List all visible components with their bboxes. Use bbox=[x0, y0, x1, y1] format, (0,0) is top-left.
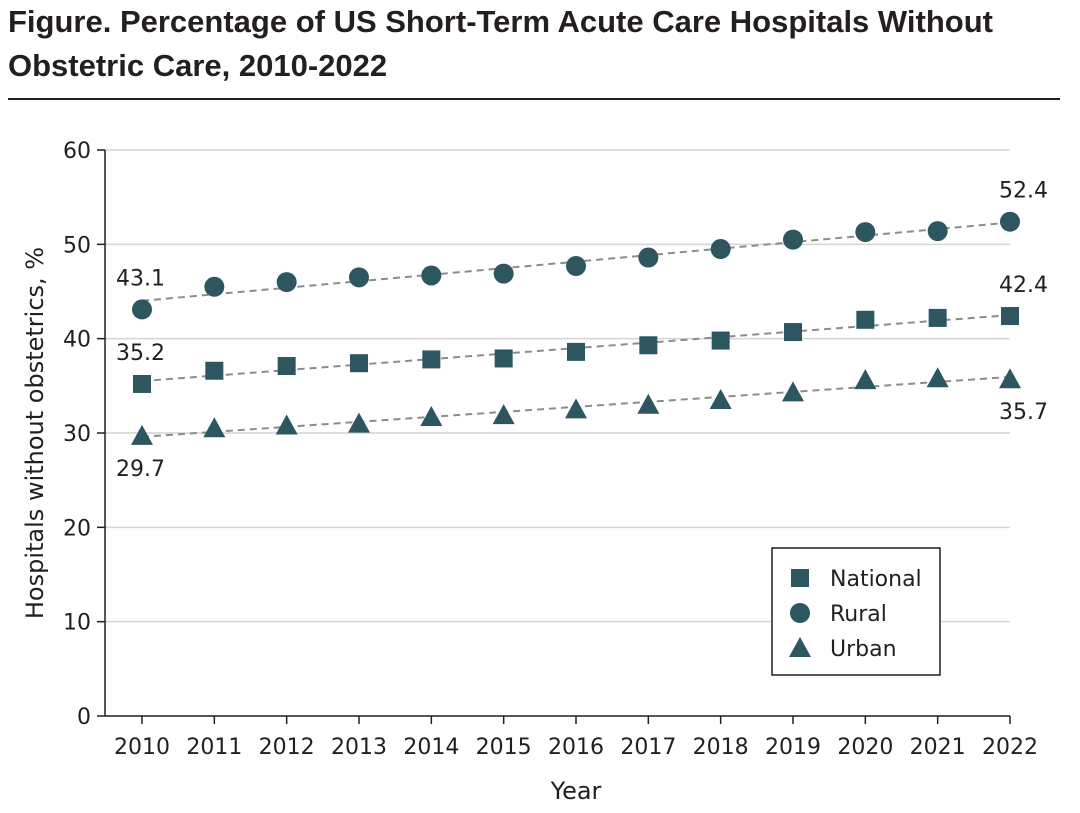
marker-national bbox=[350, 354, 368, 373]
x-tick-label: 2019 bbox=[765, 735, 821, 760]
marker-national bbox=[277, 357, 296, 376]
marker-rural bbox=[566, 256, 586, 277]
marker-rural bbox=[349, 267, 369, 288]
marker-rural bbox=[855, 222, 876, 243]
marker-rural bbox=[1000, 211, 1020, 232]
y-tick-label: 0 bbox=[77, 705, 91, 730]
marker-national bbox=[856, 310, 875, 329]
marker-national bbox=[205, 361, 224, 380]
x-tick-label: 2013 bbox=[331, 735, 387, 760]
y-axis-title: Hospitals without obstetrics, % bbox=[21, 247, 49, 619]
marker-rural bbox=[493, 263, 514, 284]
marker-national bbox=[567, 342, 585, 361]
data-label-rural: 52.4 bbox=[999, 179, 1048, 204]
x-tick-label: 2014 bbox=[403, 735, 459, 760]
y-tick-label: 30 bbox=[63, 422, 91, 447]
marker-urban bbox=[854, 369, 877, 390]
marker-rural bbox=[783, 229, 803, 250]
data-label-urban: 29.7 bbox=[116, 457, 165, 482]
marker-national bbox=[711, 331, 730, 350]
x-tick-label: 2010 bbox=[114, 735, 170, 760]
marker-urban bbox=[565, 398, 587, 419]
marker-urban bbox=[420, 405, 443, 426]
marker-urban bbox=[348, 412, 370, 433]
marker-urban bbox=[782, 381, 804, 402]
x-tick-label: 2016 bbox=[548, 735, 604, 760]
x-tick-label: 2017 bbox=[620, 735, 676, 760]
marker-national bbox=[133, 374, 151, 393]
data-label-rural: 43.1 bbox=[116, 266, 165, 291]
marker-rural bbox=[204, 276, 225, 297]
legend-marker-national bbox=[791, 569, 809, 587]
figure-title: Figure. Percentage of US Short-Term Acut… bbox=[8, 4, 993, 83]
marker-urban bbox=[492, 404, 515, 425]
x-tick-label: 2011 bbox=[186, 735, 242, 760]
legend-label-rural: Rural bbox=[830, 602, 887, 627]
x-tick-label: 2015 bbox=[476, 735, 532, 760]
marker-urban bbox=[275, 414, 298, 435]
marker-national bbox=[639, 336, 658, 355]
marker-urban bbox=[709, 388, 732, 409]
y-tick-label: 60 bbox=[63, 139, 91, 164]
marker-national bbox=[494, 349, 513, 368]
marker-urban bbox=[203, 417, 226, 438]
marker-rural bbox=[421, 265, 442, 286]
legend-label-national: National bbox=[830, 567, 922, 592]
marker-rural bbox=[132, 299, 152, 320]
data-label-urban: 35.7 bbox=[999, 400, 1048, 425]
marker-national bbox=[1001, 307, 1019, 326]
title-rule bbox=[8, 98, 1060, 100]
marker-rural bbox=[710, 239, 731, 260]
x-tick-label: 2021 bbox=[910, 735, 966, 760]
y-tick-label: 40 bbox=[63, 328, 91, 353]
legend-marker-rural bbox=[790, 603, 810, 623]
y-tick-label: 10 bbox=[63, 611, 91, 636]
x-tick-label: 2020 bbox=[837, 735, 893, 760]
axes: 0 10 20 30 40 50 60 2010 2011 2012 2013 2014 2015 201… bbox=[63, 139, 1038, 760]
marker-urban bbox=[131, 424, 153, 445]
marker-urban bbox=[926, 367, 949, 388]
legend-marker-urban bbox=[789, 637, 811, 657]
marker-rural bbox=[638, 247, 659, 268]
marker-urban bbox=[637, 393, 660, 414]
x-tick-label: 2022 bbox=[982, 735, 1038, 760]
y-tick-label: 20 bbox=[63, 516, 91, 541]
gridlines bbox=[105, 149, 1010, 623]
marker-rural bbox=[276, 272, 297, 293]
x-tick-label: 2018 bbox=[693, 735, 749, 760]
marker-urban bbox=[999, 368, 1021, 389]
marker-rural bbox=[927, 221, 948, 242]
marker-national bbox=[928, 308, 947, 327]
x-tick-label: 2012 bbox=[259, 735, 315, 760]
data-label-national: 35.2 bbox=[116, 341, 165, 366]
legend: National Rural Urban bbox=[771, 547, 941, 676]
x-axis-title: Year bbox=[550, 777, 602, 805]
data-markers bbox=[131, 211, 1021, 445]
marker-national bbox=[422, 350, 441, 369]
marker-national bbox=[784, 323, 802, 342]
data-label-national: 42.4 bbox=[999, 273, 1048, 298]
data-labels: 35.2 42.4 43.1 52.4 29.7 35.7 bbox=[116, 179, 1048, 482]
y-tick-label: 50 bbox=[63, 233, 91, 258]
legend-label-urban: Urban bbox=[830, 637, 897, 662]
